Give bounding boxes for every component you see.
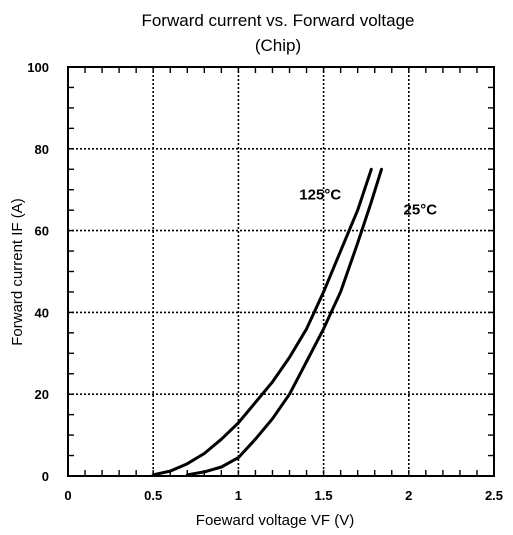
x-tick-label: 0: [64, 488, 71, 503]
x-tick-labels: 0 0.5 1 1.5 2 2.5: [64, 488, 503, 503]
y-tick-label: 40: [35, 305, 49, 320]
x-tick-label: 2.5: [485, 488, 503, 503]
x-tick-label: 1: [235, 488, 242, 503]
grid-lines: [68, 67, 494, 476]
x-axis-label: Foeward voltage VF (V): [196, 512, 354, 529]
series-group: 125°C 25°C: [151, 167, 438, 477]
x-tick-label: 2: [405, 488, 412, 503]
series-line: [185, 167, 383, 477]
series-line: [151, 167, 373, 477]
y-tick-label: 100: [27, 60, 49, 75]
y-tick-label: 60: [35, 224, 49, 239]
chart-subtitle: (Chip): [255, 36, 301, 55]
plot-frame: [67, 66, 495, 477]
y-axis-label: Forward current IF (A): [9, 198, 26, 346]
x-tick-label: 0.5: [144, 488, 162, 503]
chart-title: Forward current vs. Forward voltage: [141, 11, 414, 30]
y-tick-label: 20: [35, 387, 49, 402]
minor-ticks: [67, 66, 495, 477]
x-tick-label: 1.5: [315, 488, 333, 503]
series-label: 25°C: [404, 201, 438, 218]
y-tick-labels: 0 20 40 60 80 100: [27, 60, 49, 484]
y-tick-label: 0: [42, 469, 49, 484]
y-tick-label: 80: [35, 142, 49, 157]
series-label: 125°C: [299, 186, 341, 203]
